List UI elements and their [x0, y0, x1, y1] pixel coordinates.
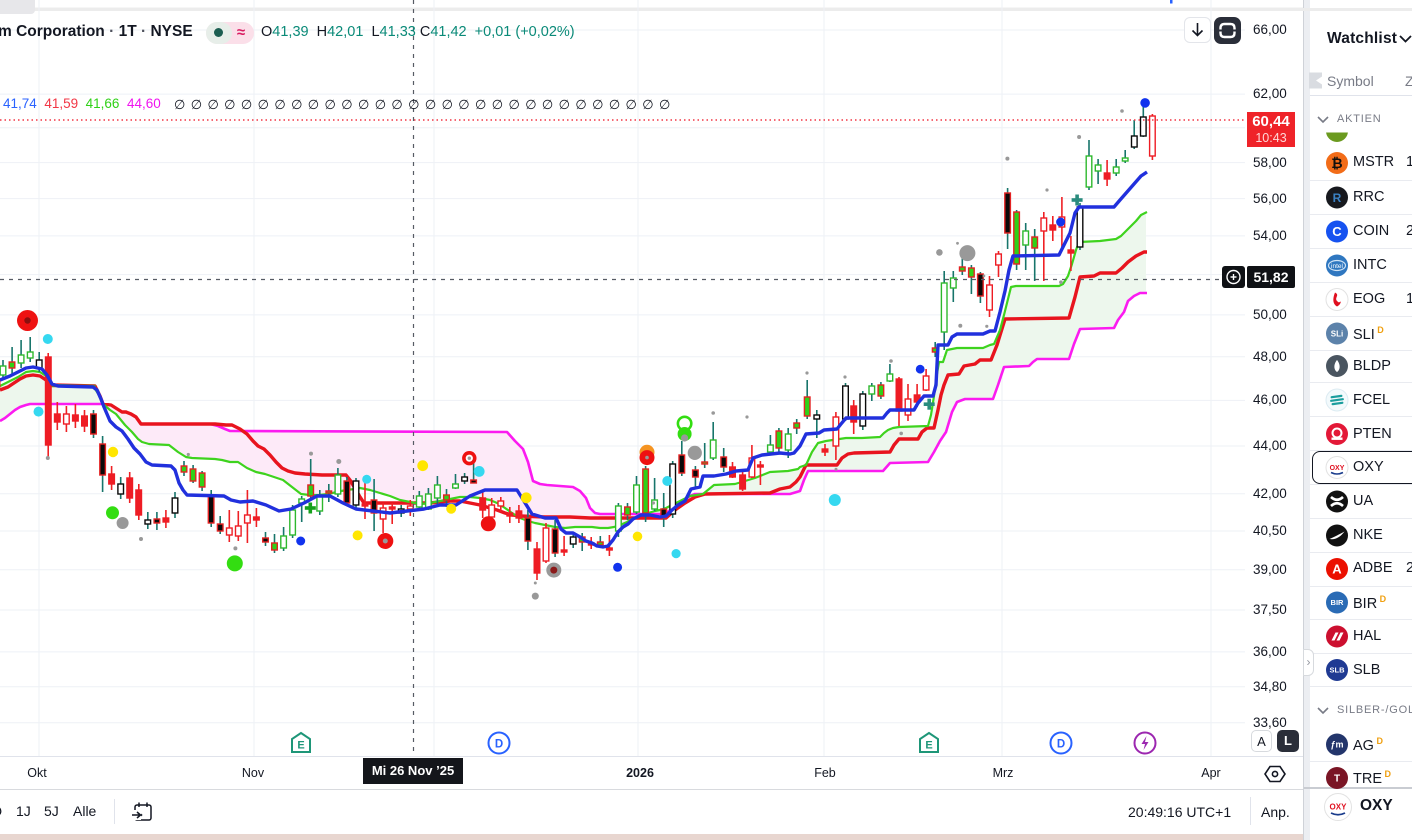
svg-text:SLi: SLi — [1331, 329, 1343, 338]
svg-text:intel: intel — [1331, 263, 1343, 270]
svg-text:E: E — [297, 740, 304, 752]
svg-text:D: D — [495, 739, 503, 751]
svg-text:BIR: BIR — [1331, 598, 1345, 607]
svg-text:E: E — [925, 740, 932, 752]
svg-text:OXY: OXY — [1330, 803, 1348, 812]
svg-text:ƒm: ƒm — [1330, 740, 1343, 750]
svg-text:T: T — [1334, 774, 1340, 785]
svg-text:SLB: SLB — [1330, 666, 1346, 675]
svg-text:₿: ₿ — [1331, 155, 1342, 171]
svg-text:R: R — [1333, 191, 1342, 205]
svg-text:C: C — [1332, 224, 1342, 239]
svg-text:OXY: OXY — [1330, 465, 1345, 472]
svg-text:A: A — [1332, 562, 1342, 577]
svg-text:D: D — [1057, 739, 1065, 751]
